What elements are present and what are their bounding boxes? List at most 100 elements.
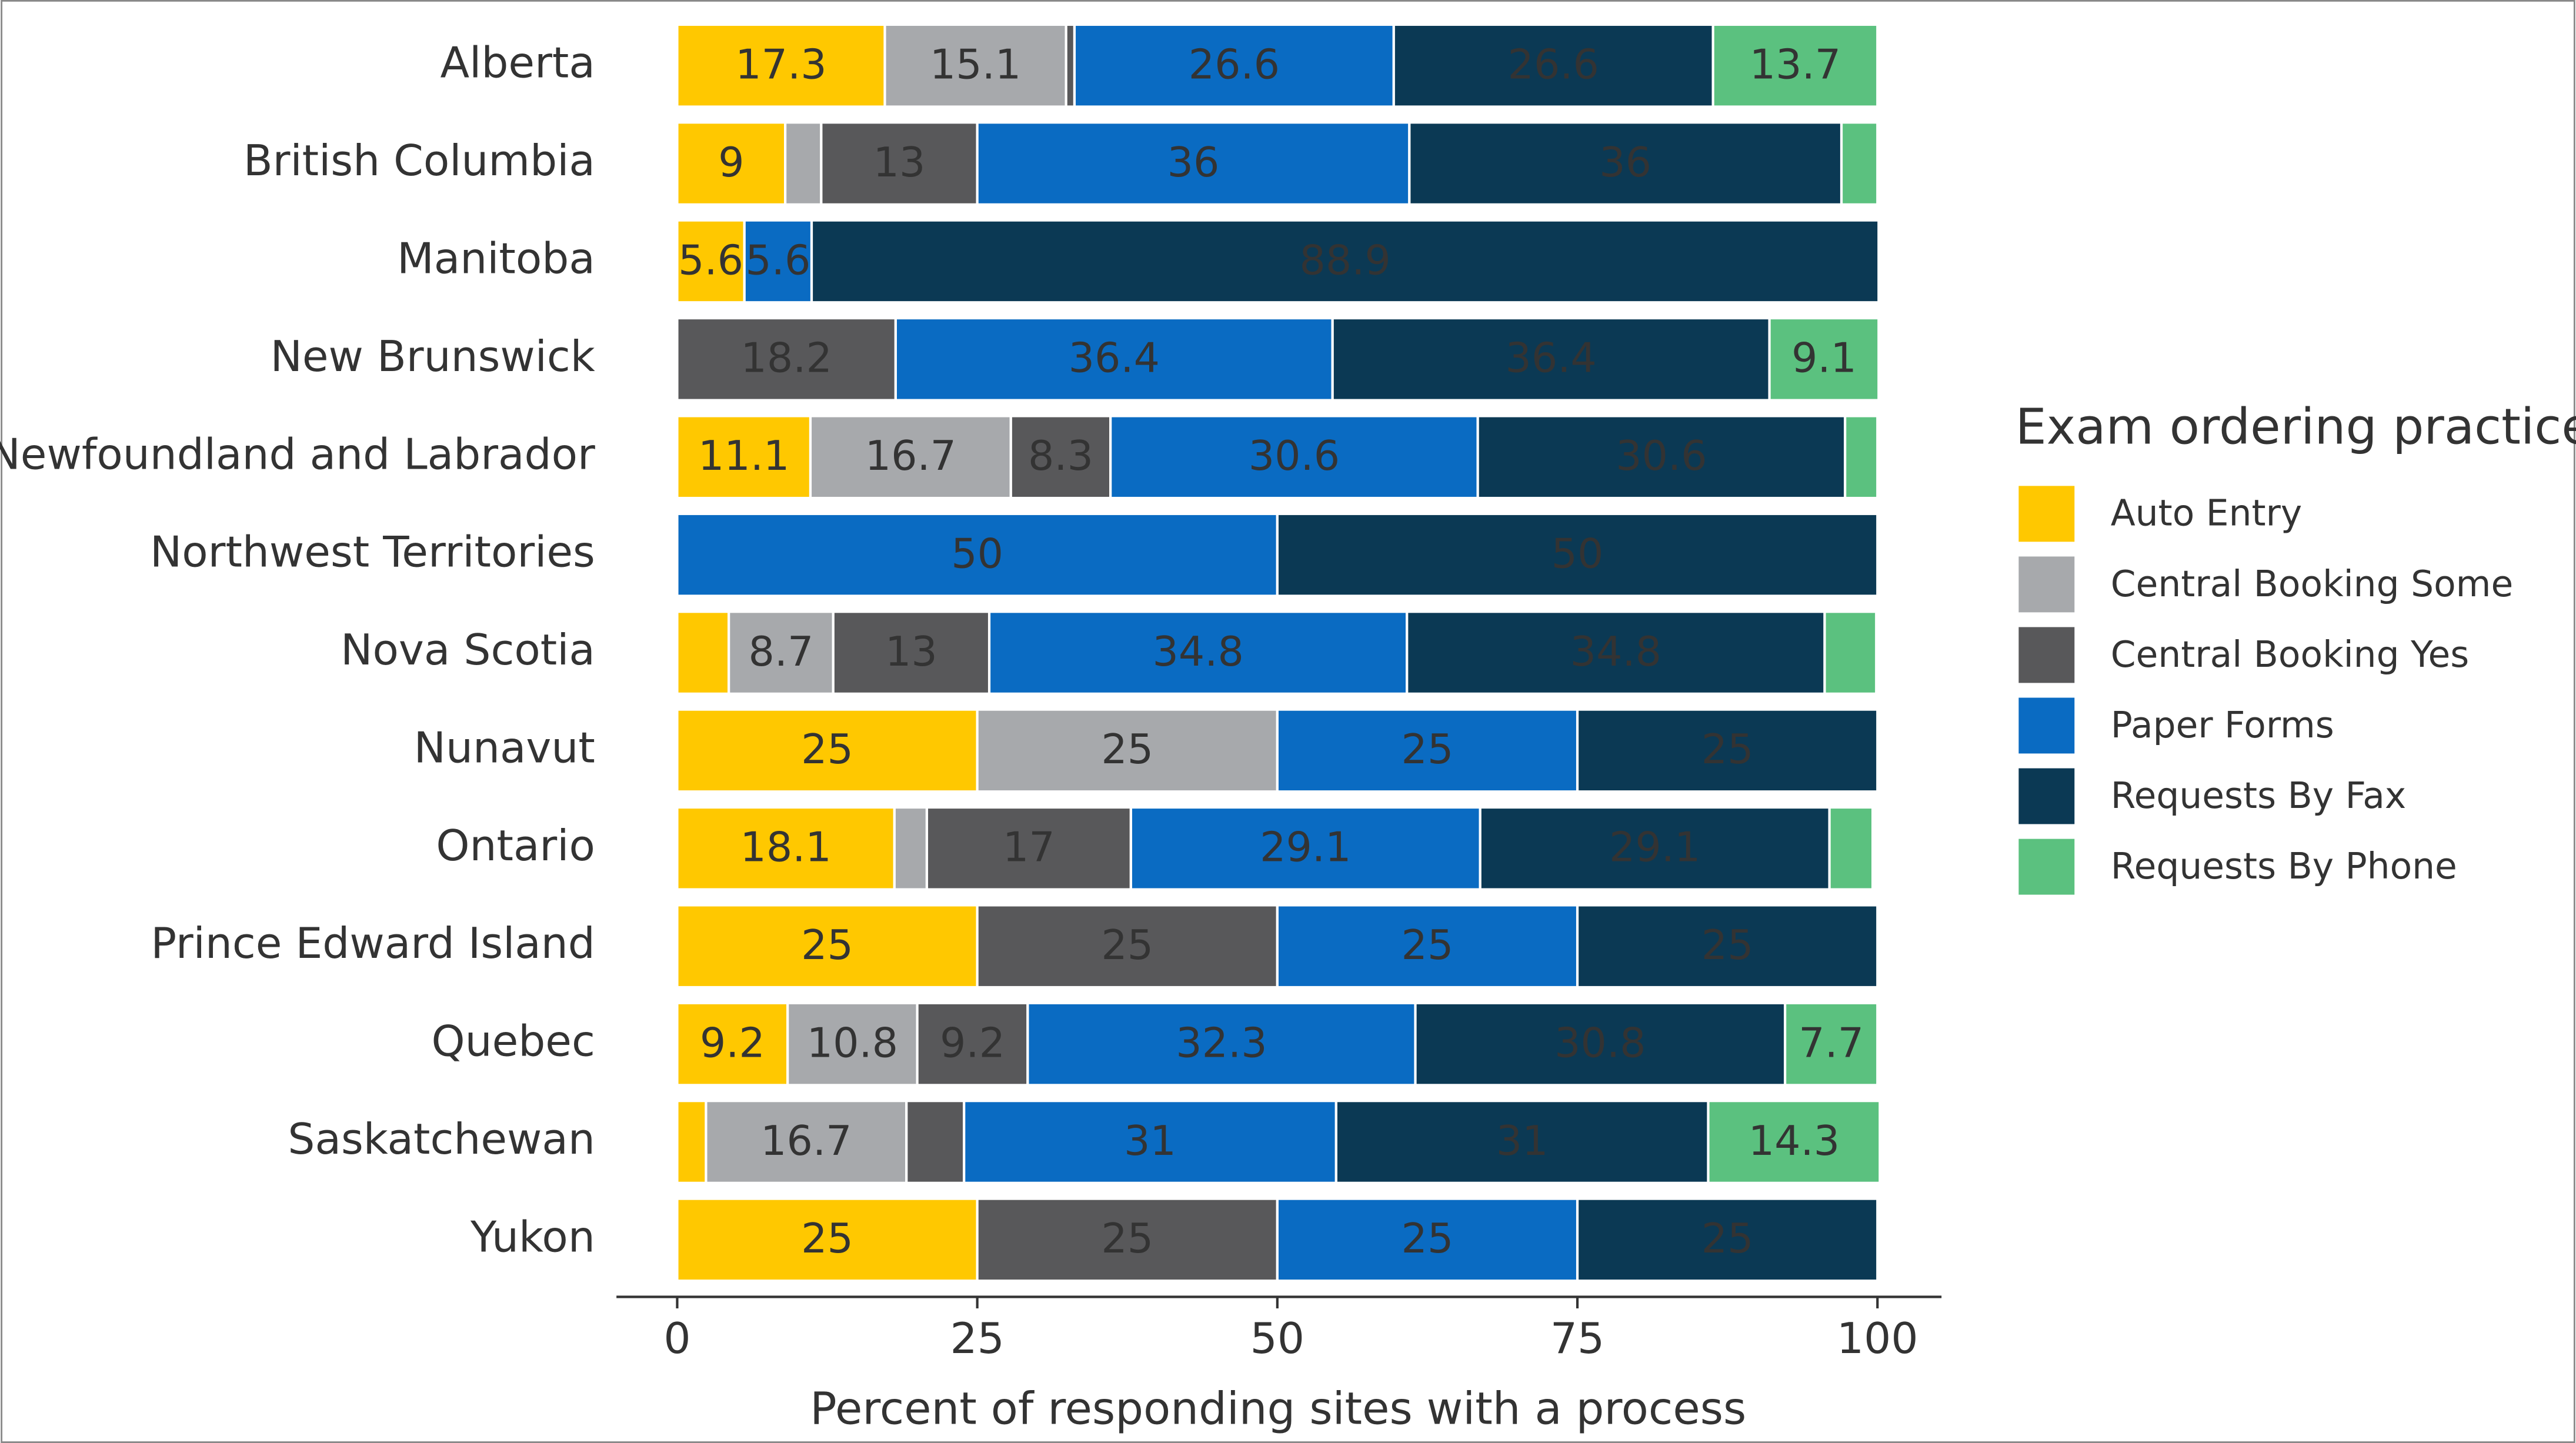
value-label: 18.1 [740, 824, 831, 871]
bar-segment [1576, 1197, 1879, 1282]
bar-segment [1711, 23, 1879, 108]
value-label: 17 [1003, 824, 1055, 871]
x-tick-label: 50 [1250, 1314, 1304, 1364]
value-label: 25 [1402, 726, 1454, 773]
bar-segment [1828, 806, 1874, 891]
bar-segment [676, 904, 979, 989]
bar-segment [916, 1001, 1029, 1087]
value-label: 9 [718, 139, 744, 186]
bar-segment [1414, 1001, 1787, 1087]
bar-segment [1576, 904, 1879, 989]
value-label: 17.3 [735, 41, 826, 88]
value-label: 25 [801, 921, 853, 969]
bar-segment [676, 1100, 708, 1184]
value-label: 15.1 [930, 41, 1021, 88]
value-label: 36 [1599, 139, 1651, 186]
value-label: 36 [1167, 139, 1220, 186]
value-label: 31 [1496, 1117, 1549, 1165]
legend-key [2018, 627, 2075, 683]
value-label: 25 [1701, 1215, 1754, 1262]
bar-segment [1479, 806, 1831, 891]
value-label: 9.2 [700, 1019, 765, 1067]
legend-label: Auto Entry [2111, 493, 2302, 535]
x-tick-label: 25 [950, 1314, 1004, 1364]
value-label: 26.6 [1508, 41, 1599, 88]
category-label: Nunavut [414, 723, 595, 773]
value-label: 25 [801, 726, 853, 773]
bar-segment [1276, 708, 1579, 793]
value-label: 13.7 [1750, 41, 1841, 88]
value-label: 25 [1101, 726, 1153, 773]
value-label: 18.2 [740, 335, 832, 382]
value-label: 8.7 [748, 628, 813, 676]
value-label: 36.4 [1505, 335, 1596, 382]
value-label: 50 [1551, 530, 1604, 577]
value-label: 11.1 [698, 432, 789, 480]
category-label: Quebec [431, 1017, 595, 1067]
bar-segment [1576, 708, 1879, 793]
value-label: 30.6 [1249, 432, 1340, 480]
bar-segment [1392, 23, 1714, 108]
bar-segment [1768, 316, 1880, 402]
bar-segment [1073, 23, 1395, 108]
bar-segment [976, 121, 1411, 206]
bar-segment [1109, 415, 1479, 500]
bar-segment [1334, 1100, 1710, 1184]
bar-segment [676, 1197, 979, 1282]
category-label: Nova Scotia [341, 626, 595, 675]
bar-segment [676, 806, 896, 891]
bar-segment [676, 708, 979, 793]
legend-key [2018, 768, 2075, 824]
value-label: 25 [801, 1215, 853, 1262]
bar-segment [810, 219, 1880, 304]
bar-segment [1406, 610, 1826, 695]
value-label: 30.8 [1554, 1019, 1646, 1067]
category-label: Yukon [470, 1212, 595, 1262]
legend-key [2018, 486, 2075, 542]
value-label: 25 [1701, 921, 1754, 969]
bar-segment [676, 219, 746, 304]
bar-segment [1840, 121, 1879, 206]
value-label: 9.1 [1791, 335, 1857, 382]
legend-label: Central Booking Some [2111, 563, 2514, 605]
legend-key [2018, 556, 2075, 613]
value-label: 29.1 [1609, 824, 1700, 871]
bar-segment [976, 1197, 1279, 1282]
value-label: 25 [1101, 1215, 1153, 1262]
bar-segment [1844, 415, 1879, 500]
bar-segment [676, 316, 897, 402]
value-label: 13 [873, 139, 926, 186]
bar-segment [676, 512, 1279, 597]
category-label: British Columbia [243, 136, 595, 186]
bar-segment [743, 219, 813, 304]
category-label: Saskatchewan [288, 1115, 595, 1164]
bar-segment [784, 121, 823, 206]
bar-segment [676, 1001, 789, 1087]
category-label: Ontario [436, 821, 595, 871]
value-label: 16.7 [760, 1117, 852, 1165]
value-label: 25 [1101, 921, 1153, 969]
x-tick-label: 75 [1550, 1314, 1604, 1364]
value-label: 7.7 [1798, 1019, 1864, 1067]
value-label: 5.6 [678, 236, 743, 284]
bar-segment [820, 121, 979, 206]
value-label: 31 [1124, 1117, 1176, 1165]
value-label: 25 [1402, 1215, 1454, 1262]
category-label: New Brunswick [271, 332, 595, 382]
category-label: Manitoba [397, 234, 595, 283]
value-label: 50 [951, 530, 1003, 577]
bar-segment [1823, 610, 1878, 695]
category-label: Alberta [441, 39, 595, 88]
category-label: Prince Edward Island [151, 919, 595, 968]
value-label: 26.6 [1189, 41, 1280, 88]
bar-segment [676, 610, 730, 695]
bar-segment [987, 610, 1409, 695]
bar-segment [976, 904, 1279, 989]
legend-label: Central Booking Yes [2111, 634, 2470, 676]
category-label: Newfoundland and Labrador [0, 430, 595, 479]
legend-title: Exam ordering practice [2016, 398, 2576, 455]
x-axis-title: Percent of responding sites with a proce… [810, 1382, 1746, 1434]
value-label: 30.6 [1616, 432, 1707, 480]
value-label: 9.2 [940, 1019, 1005, 1067]
